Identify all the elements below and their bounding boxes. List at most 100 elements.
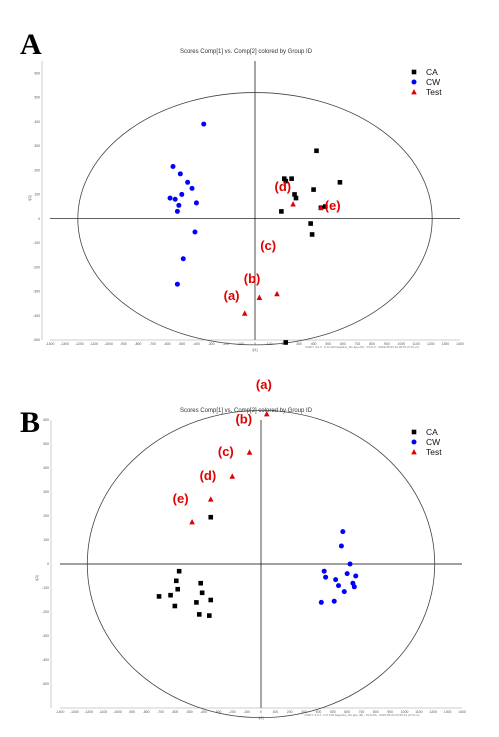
panel-a-y-tick: 400 xyxy=(34,120,40,124)
panel-b-point-cw xyxy=(351,584,357,590)
panel-a-x-tick: 1000 xyxy=(398,342,406,346)
panel-a-x-tick: 500 xyxy=(325,342,331,346)
panel-b-annotation: (a) xyxy=(256,377,272,392)
panel-b-point-test xyxy=(246,449,253,455)
panel-b-x-tick: 1200 xyxy=(430,710,438,714)
panel-a-x-tick: 1400 xyxy=(456,342,464,346)
panel-a-legend-label-cw: CW xyxy=(426,77,440,87)
panel-b-x-tick: 1400 xyxy=(458,710,466,714)
panel-a-point-cw xyxy=(176,202,182,208)
panel-b-x-tick: -1200 xyxy=(84,710,93,714)
panel-b-x-tick: -800 xyxy=(143,710,150,714)
panel-b-x-tick: 800 xyxy=(373,710,379,714)
panel-b-x-tick: 300 xyxy=(301,710,307,714)
panel-b-x-tick: -100 xyxy=(243,710,250,714)
panel-b-footer: UNIFY 3.0.3 - 0.0-CW-Negative_Re.app (M)… xyxy=(304,713,419,717)
panel-a-x-tick: 1300 xyxy=(442,342,450,346)
panel-b-x-tick: -1300 xyxy=(70,710,79,714)
panel-a-point-ca xyxy=(289,176,294,181)
panel-a-x-tick: -900 xyxy=(120,342,127,346)
panel-a-hotelling-ellipse xyxy=(77,92,433,346)
panel-a-x-tick: -400 xyxy=(193,342,200,346)
panel-b-point-cw xyxy=(318,599,324,605)
panel-a-point-ca xyxy=(337,180,343,185)
panel-a-chart: Scores Comp[1] vs. Comp[2] colored by Gr… xyxy=(28,49,464,352)
panel-a-point-ca xyxy=(283,178,289,184)
panel-a-series-cw xyxy=(167,121,207,287)
panel-a-annotation: (e) xyxy=(325,198,341,213)
panel-b-letter: B xyxy=(20,406,41,439)
panel-a-legend-marker-cw xyxy=(411,79,417,85)
panel-b-x-label: t[1] xyxy=(259,716,264,720)
panel-a-annotation: (d) xyxy=(275,179,292,194)
panel-b-point-ca xyxy=(168,592,173,598)
panel-b-hotelling-ellipse xyxy=(86,409,436,719)
panel-a-x-tick: -700 xyxy=(149,342,156,346)
panel-a-x-tick: -1100 xyxy=(90,342,99,346)
panel-b-legend-label-cw: CW xyxy=(426,437,440,447)
panel-b-y-tick: -100 xyxy=(42,586,49,590)
panel-a-point-test xyxy=(318,204,324,211)
panel-a-point-cw xyxy=(167,195,173,201)
panel-b-x-tick: -900 xyxy=(128,710,135,714)
panel-a-point-ca xyxy=(309,232,315,237)
panel-a-annotation: (a) xyxy=(224,288,240,303)
panel-a-y-tick: 500 xyxy=(34,96,40,100)
panel-a-point-ca xyxy=(279,209,284,214)
panel-a-x-tick: -100 xyxy=(237,342,244,346)
panel-a-x-tick: -500 xyxy=(178,342,185,346)
panel-a-annotation: (c) xyxy=(260,238,276,253)
panel-b-chart: Scores Comp[1] vs. Comp[2] colored by Gr… xyxy=(35,377,466,720)
panel-b-point-cw xyxy=(336,583,342,589)
panel-a-y-tick: 200 xyxy=(34,168,40,172)
panel-b-point-ca xyxy=(156,594,162,599)
panel-a-footer: UNIFY 3.0.3 - 0.0-CW-Negative_Re.app (M)… xyxy=(305,345,419,349)
panel-b-y-tick: 100 xyxy=(43,538,49,542)
panel-b-point-cw xyxy=(341,589,347,595)
panel-b-point-cw xyxy=(333,577,339,583)
panel-a-annotation: (b) xyxy=(244,271,261,286)
panel-b-point-ca xyxy=(175,586,181,592)
panel-a-point-cw xyxy=(193,200,199,206)
panel-a-point-test xyxy=(290,201,296,207)
panel-b-point-cw xyxy=(344,571,350,577)
panel-b-legend-marker-cw xyxy=(411,439,417,445)
panel-a-x-tick: 700 xyxy=(355,342,361,346)
panel-a-legend-label-test: Test xyxy=(426,87,442,97)
panel-b-x-tick: 700 xyxy=(359,710,365,714)
panel-b-x-tick: -300 xyxy=(215,710,222,714)
panel-a-x-tick: 300 xyxy=(296,342,302,346)
panel-a-x-tick: 800 xyxy=(369,342,375,346)
panel-a-point-test xyxy=(274,290,280,297)
panel-a-legend-label-ca: CA xyxy=(426,67,438,77)
panel-b-point-cw xyxy=(347,561,353,567)
panel-b-x-tick: 1000 xyxy=(401,710,409,714)
panel-a-letter: A xyxy=(20,28,42,61)
panel-a-x-tick: -1400 xyxy=(46,342,55,346)
panel-a-point-ca xyxy=(293,195,299,201)
panel-a-y-tick: -200 xyxy=(33,265,40,269)
panel-a-point-cw xyxy=(177,171,183,177)
panel-a-x-tick: -1000 xyxy=(104,342,113,346)
panel-b-x-tick: -200 xyxy=(229,710,236,714)
panel-b-point-test xyxy=(229,473,236,479)
panel-b-y-tick: -500 xyxy=(42,682,49,686)
panel-b-point-ca xyxy=(208,514,214,520)
panel-a-y-tick: -500 xyxy=(33,338,40,342)
panel-b-y-tick: -200 xyxy=(42,610,49,614)
panel-a-y-tick: 0 xyxy=(38,217,40,221)
panel-a-legend-marker-ca xyxy=(411,69,417,75)
panel-b-legend-label-test: Test xyxy=(426,447,442,457)
panel-b-point-ca xyxy=(172,603,178,609)
panel-a-y-tick: -300 xyxy=(33,290,40,294)
panel-a-y-tick: -400 xyxy=(33,314,40,318)
panel-a-point-cw xyxy=(189,185,195,191)
panel-b-x-tick: -1000 xyxy=(113,710,122,714)
panel-a-point-ca xyxy=(292,192,297,197)
panel-b-annotation: (d) xyxy=(200,468,217,483)
panel-b-x-tick: 500 xyxy=(330,710,336,714)
panel-b-x-tick: -600 xyxy=(171,710,178,714)
panel-b-x-tick: 200 xyxy=(287,710,293,714)
panel-b-y-tick: -400 xyxy=(42,658,49,662)
